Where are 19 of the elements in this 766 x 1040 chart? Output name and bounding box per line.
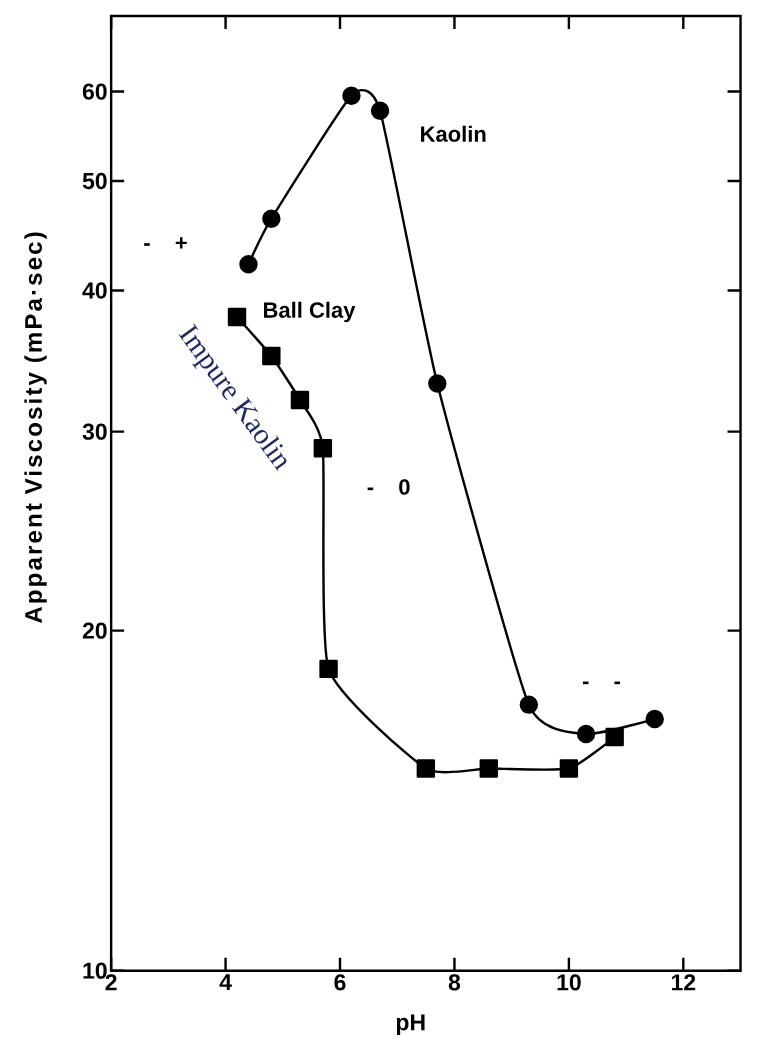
y-tick-label: 50	[82, 172, 107, 190]
annotation: - 0	[367, 479, 410, 495]
annotation: - +	[144, 237, 188, 249]
y-tick-label: 20	[83, 622, 107, 639]
x-tick-label: 2	[105, 974, 117, 991]
series-label: Ball Clay	[264, 301, 356, 323]
y-tick-label: 60	[83, 83, 107, 100]
series-label: Kaolin	[421, 125, 486, 142]
x-axis-title: pH	[397, 1014, 425, 1035]
x-tick-label: 8	[449, 974, 461, 991]
y-tick-label: 40	[82, 282, 107, 299]
x-tick-label: 12	[672, 974, 696, 991]
y-tick-label: 30	[82, 423, 107, 440]
annotation: - -	[583, 681, 621, 685]
y-tick-label: 10	[83, 962, 107, 979]
x-tick-label: 4	[219, 974, 233, 991]
x-tick-label: 6	[334, 974, 346, 991]
y-axis-title: Apparent Viscosity (mPa·sec)	[24, 232, 47, 624]
x-tick-label: 10	[557, 974, 581, 991]
